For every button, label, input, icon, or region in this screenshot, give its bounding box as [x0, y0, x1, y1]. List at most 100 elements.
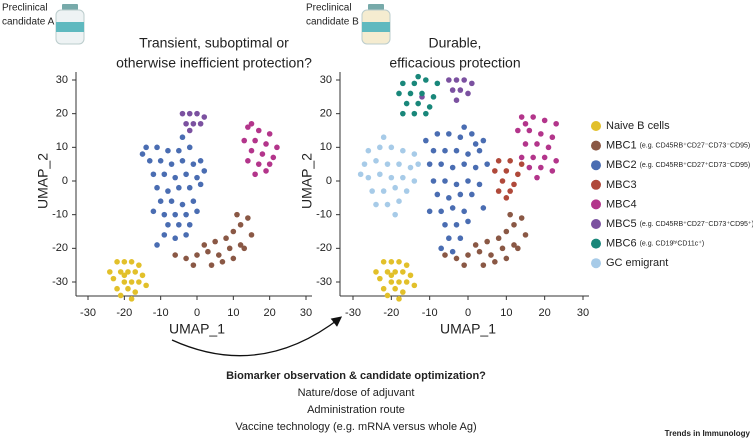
- cell-point: [197, 158, 204, 164]
- cell-point: [411, 80, 418, 87]
- y-tick-label: 20: [56, 108, 68, 120]
- cell-point: [480, 205, 487, 211]
- cell-point: [143, 144, 149, 151]
- cell-point: [212, 238, 218, 245]
- cell-point: [388, 174, 395, 181]
- cell-point: [132, 289, 139, 295]
- y-tick-label: 30: [320, 74, 332, 86]
- cell-point: [384, 292, 391, 299]
- cell-point: [522, 120, 529, 127]
- cell-point: [197, 181, 204, 188]
- cell-point: [434, 80, 441, 87]
- cell-point: [176, 221, 182, 228]
- cell-point: [392, 285, 398, 292]
- cell-point: [194, 174, 200, 181]
- legend-markers: (e.g. CD45RB⁺CD27⁻CD73⁺CD95⁺): [640, 221, 753, 228]
- cell-point: [392, 184, 398, 191]
- cell-point: [208, 262, 215, 268]
- cell-point: [518, 215, 525, 221]
- legend-swatch: [591, 219, 601, 229]
- cell-point: [446, 77, 452, 83]
- cell-point: [461, 161, 467, 167]
- cell-point: [186, 110, 193, 117]
- cell-point: [172, 252, 178, 258]
- legend-name: MBC2: [606, 159, 637, 171]
- x-tick-label: -30: [345, 307, 361, 319]
- cell-point: [183, 211, 189, 218]
- cell-point: [396, 90, 402, 97]
- cell-point: [457, 87, 464, 93]
- cell-point: [125, 269, 131, 275]
- cell-point: [461, 262, 467, 268]
- cell-point: [423, 137, 429, 144]
- y-tick-label: -30: [316, 276, 332, 288]
- cell-point: [423, 110, 429, 117]
- cell-point: [411, 151, 418, 157]
- legend-label: MBC2 (e.g. CD45RB⁺CD27⁺CD73⁻CD95): [606, 159, 750, 171]
- cell-point: [465, 218, 471, 225]
- cell-point: [237, 221, 244, 228]
- candidate-label: Preclinical: [2, 3, 48, 14]
- cell-point: [396, 161, 402, 167]
- cell-point: [396, 296, 402, 302]
- cell-point: [369, 188, 375, 194]
- x-tick-label: -30: [80, 307, 96, 319]
- cell-point: [194, 110, 200, 117]
- bottom-heading: Biomarker observation & candidate optimi…: [226, 370, 486, 382]
- cell-point: [136, 279, 142, 285]
- cell-point: [168, 161, 175, 167]
- cell-point: [263, 141, 269, 147]
- cell-point: [194, 208, 200, 215]
- cell-point: [237, 242, 244, 248]
- cell-point: [388, 279, 395, 285]
- cell-point: [380, 134, 387, 141]
- cell-point: [241, 137, 248, 144]
- cell-point: [415, 100, 421, 107]
- cell-point: [549, 134, 556, 141]
- cell-point: [223, 235, 229, 242]
- cell-point: [400, 174, 406, 181]
- cell-point: [248, 232, 255, 238]
- cell-point: [357, 171, 364, 178]
- cell-point: [179, 110, 186, 117]
- cell-point: [426, 161, 433, 167]
- cell-point: [488, 252, 494, 258]
- cell-point: [469, 131, 475, 137]
- cell-point: [457, 134, 464, 141]
- cell-point: [518, 154, 525, 161]
- cell-point: [534, 141, 540, 147]
- candidate-label: Preclinical: [306, 3, 352, 14]
- cell-point: [161, 171, 168, 178]
- legend-swatch: [591, 160, 601, 171]
- arrow: [171, 316, 343, 357]
- cell-point: [465, 90, 471, 97]
- y-axis-label: UMAP_2: [299, 153, 315, 209]
- legend-label: MBC5 (e.g. CD45RB⁺CD27⁻CD73⁺CD95⁺): [606, 218, 753, 230]
- cell-point: [377, 171, 383, 178]
- cell-point: [172, 211, 178, 218]
- cell-point: [154, 144, 160, 151]
- cell-point: [403, 100, 410, 107]
- cell-point: [449, 248, 456, 255]
- legend-name: MBC1: [606, 140, 637, 152]
- cell-point: [245, 124, 251, 130]
- x-axis-label: UMAP_1: [169, 321, 225, 337]
- cell-point: [511, 221, 517, 228]
- cell-point: [230, 255, 237, 262]
- y-tick-label: -10: [316, 209, 332, 221]
- cell-point: [434, 191, 441, 198]
- legend-name: MBC5: [606, 218, 637, 230]
- cell-point: [469, 80, 475, 87]
- cell-point: [143, 282, 149, 289]
- legend-name: MBC4: [606, 198, 637, 210]
- cell-point: [245, 158, 251, 164]
- x-tick-label: 20: [264, 307, 276, 319]
- bottom-line: Administration route: [307, 404, 405, 416]
- cell-point: [503, 228, 510, 235]
- cell-point: [453, 181, 460, 188]
- y-tick-label: -20: [316, 242, 332, 254]
- bottom-line: Vaccine technology (e.g. mRNA versus who…: [235, 421, 476, 433]
- cell-point: [411, 282, 418, 289]
- cell-point: [252, 137, 258, 144]
- cell-point: [248, 120, 255, 127]
